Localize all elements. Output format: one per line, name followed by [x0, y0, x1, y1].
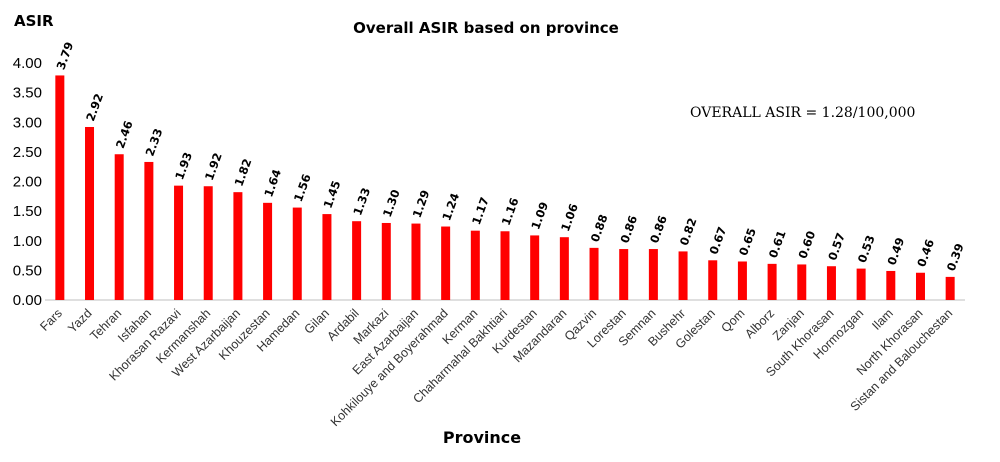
bar: [767, 263, 777, 300]
bar: [292, 207, 302, 300]
bar: [352, 221, 362, 300]
bar: [114, 154, 124, 300]
data-label: 1.56: [291, 172, 314, 203]
data-label: 1.45: [321, 179, 344, 210]
data-label: 0.61: [766, 228, 789, 259]
data-label: 0.60: [795, 229, 818, 260]
data-label: 2.33: [143, 127, 166, 158]
chart-title: Overall ASIR based on province: [353, 19, 619, 37]
bar: [55, 75, 65, 300]
data-label: 1.24: [439, 191, 462, 222]
y-tick-label: 4.00: [13, 55, 42, 72]
bar: [619, 249, 629, 300]
bar: [85, 126, 95, 301]
data-label: 0.57: [825, 231, 848, 262]
y-tick-label: 0.50: [13, 262, 42, 279]
bar: [470, 230, 480, 300]
bar: [589, 247, 599, 300]
bar: [530, 235, 540, 300]
bar: [322, 214, 332, 300]
data-label: 3.79: [54, 40, 77, 71]
data-label: 0.49: [884, 236, 907, 267]
bar: [263, 202, 273, 300]
data-label: 1.92: [202, 151, 225, 182]
data-label: 1.33: [350, 186, 373, 217]
bar: [500, 231, 510, 300]
bar: [648, 249, 658, 300]
bar: [559, 237, 569, 300]
data-label: 0.88: [588, 212, 611, 243]
data-label: 1.09: [528, 200, 551, 231]
y-tick-label: 2.00: [13, 174, 42, 191]
overall-asir-annotation: OVERALL ASIR = 1.28/100,000: [690, 105, 915, 121]
data-label: 0.53: [855, 233, 878, 264]
bar: [441, 226, 451, 300]
data-label: 2.46: [113, 119, 136, 150]
data-label: 2.92: [83, 92, 106, 123]
y-tick-label: 0.00: [13, 292, 42, 309]
y-tick-label: 2.50: [13, 144, 42, 161]
data-label: 1.30: [380, 188, 403, 219]
data-label: 0.82: [677, 216, 700, 247]
bar: [797, 264, 807, 300]
y-axis-title: ASIR: [14, 12, 54, 30]
y-tick-label: 1.50: [13, 203, 42, 220]
data-label: 1.93: [172, 150, 195, 181]
bar: [945, 276, 955, 300]
bar: [174, 185, 184, 300]
data-label: 0.67: [706, 225, 729, 256]
plot-area: 0.00 0.50 1.00 1.50 2.00 2.50 3.00 3.50 4.00 3.79…: [13, 40, 967, 429]
bar: [203, 186, 213, 300]
y-tick-label: 3.00: [13, 114, 42, 131]
data-label: 0.86: [617, 214, 640, 245]
bar: [826, 266, 836, 300]
bar: [708, 260, 718, 300]
data-label: 1.16: [499, 196, 522, 227]
bar: [856, 268, 866, 300]
bar: [886, 270, 896, 300]
y-tick-label: 3.50: [13, 85, 42, 102]
data-label: 0.39: [944, 241, 967, 272]
bar: [737, 261, 747, 300]
data-label: 1.06: [558, 202, 581, 233]
data-label: 0.46: [914, 237, 937, 268]
data-label: 0.65: [736, 226, 759, 257]
data-label: 1.82: [232, 157, 255, 188]
x-tick-label: Fars: [37, 306, 65, 334]
data-label: 0.86: [647, 214, 670, 245]
bar: [144, 161, 154, 300]
bar: [411, 223, 421, 300]
y-tick-label: 1.00: [13, 233, 42, 250]
x-axis-title: Province: [443, 428, 521, 447]
data-label: 1.29: [410, 188, 433, 219]
bar: [233, 192, 243, 300]
data-label: 1.17: [469, 195, 492, 226]
bar: [678, 251, 688, 300]
bar: [915, 272, 925, 300]
data-label: 1.64: [261, 167, 284, 198]
bar: [381, 222, 391, 300]
